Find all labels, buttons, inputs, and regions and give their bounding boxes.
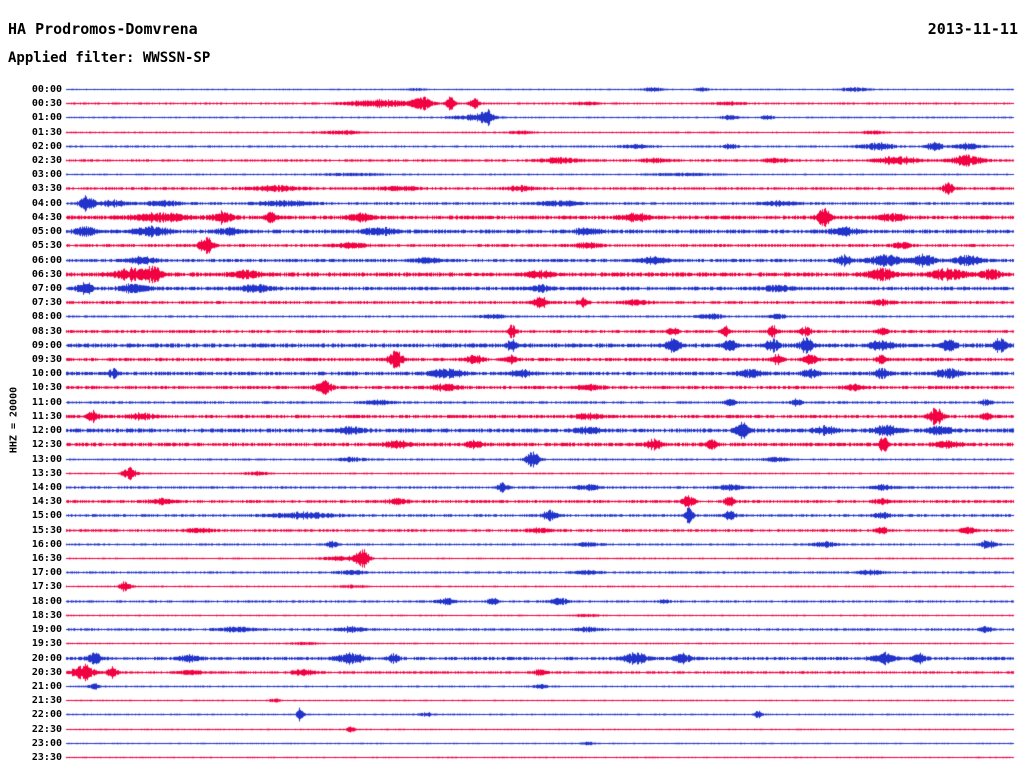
- trace-time-label: 10:30: [31, 381, 62, 393]
- trace-time-label: 04:00: [31, 197, 62, 209]
- trace-time-label: 13:30: [31, 467, 62, 479]
- trace-time-label: 17:00: [31, 566, 62, 578]
- trace-time-label: 10:00: [31, 367, 62, 379]
- trace-time-label: 11:00: [31, 396, 62, 408]
- trace-time-label: 16:00: [31, 538, 62, 550]
- trace-time-label: 05:30: [31, 239, 62, 251]
- trace-time-label: 02:00: [31, 140, 62, 152]
- trace-time-label: 23:00: [31, 737, 62, 749]
- trace-time-label: 04:30: [31, 211, 62, 223]
- trace-time-label: 14:00: [31, 481, 62, 493]
- trace-time-label: 07:30: [31, 296, 62, 308]
- trace-time-label: 15:30: [31, 524, 62, 536]
- trace-time-label: 22:00: [31, 708, 62, 720]
- trace-time-label: 12:30: [31, 438, 62, 450]
- trace-time-label: 16:30: [31, 552, 62, 564]
- trace-time-label: 14:30: [31, 495, 62, 507]
- trace-time-label: 08:30: [31, 325, 62, 337]
- trace-time-label: 06:00: [31, 254, 62, 266]
- trace-time-label: 21:30: [31, 694, 62, 706]
- trace-time-label: 12:00: [31, 424, 62, 436]
- trace-time-label: 22:30: [31, 723, 62, 735]
- trace-time-label: 06:30: [31, 268, 62, 280]
- trace-time-label: 03:00: [31, 168, 62, 180]
- trace-time-label: 05:00: [31, 225, 62, 237]
- trace-time-label: 15:00: [31, 509, 62, 521]
- trace-time-label: 02:30: [31, 154, 62, 166]
- trace-time-label: 13:00: [31, 453, 62, 465]
- trace-time-label: 20:00: [31, 652, 62, 664]
- trace-time-label: 19:30: [31, 637, 62, 649]
- trace-time-label: 20:30: [31, 666, 62, 678]
- trace-time-label: 18:00: [31, 595, 62, 607]
- trace-time-label: 21:00: [31, 680, 62, 692]
- trace-time-label: 01:00: [31, 111, 62, 123]
- trace-time-label: 18:30: [31, 609, 62, 621]
- trace-time-label: 23:30: [31, 751, 62, 763]
- trace-time-label: 08:00: [31, 310, 62, 322]
- trace-time-label: 01:30: [31, 126, 62, 138]
- trace-time-label: 03:30: [31, 182, 62, 194]
- trace-time-label: 00:30: [31, 97, 62, 109]
- trace-time-label: 09:00: [31, 339, 62, 351]
- trace-time-label: 09:30: [31, 353, 62, 365]
- trace-time-label: 17:30: [31, 580, 62, 592]
- trace-time-label: 07:00: [31, 282, 62, 294]
- trace-time-label: 19:00: [31, 623, 62, 635]
- trace-time-label: 11:30: [31, 410, 62, 422]
- trace-time-label: 00:00: [31, 83, 62, 95]
